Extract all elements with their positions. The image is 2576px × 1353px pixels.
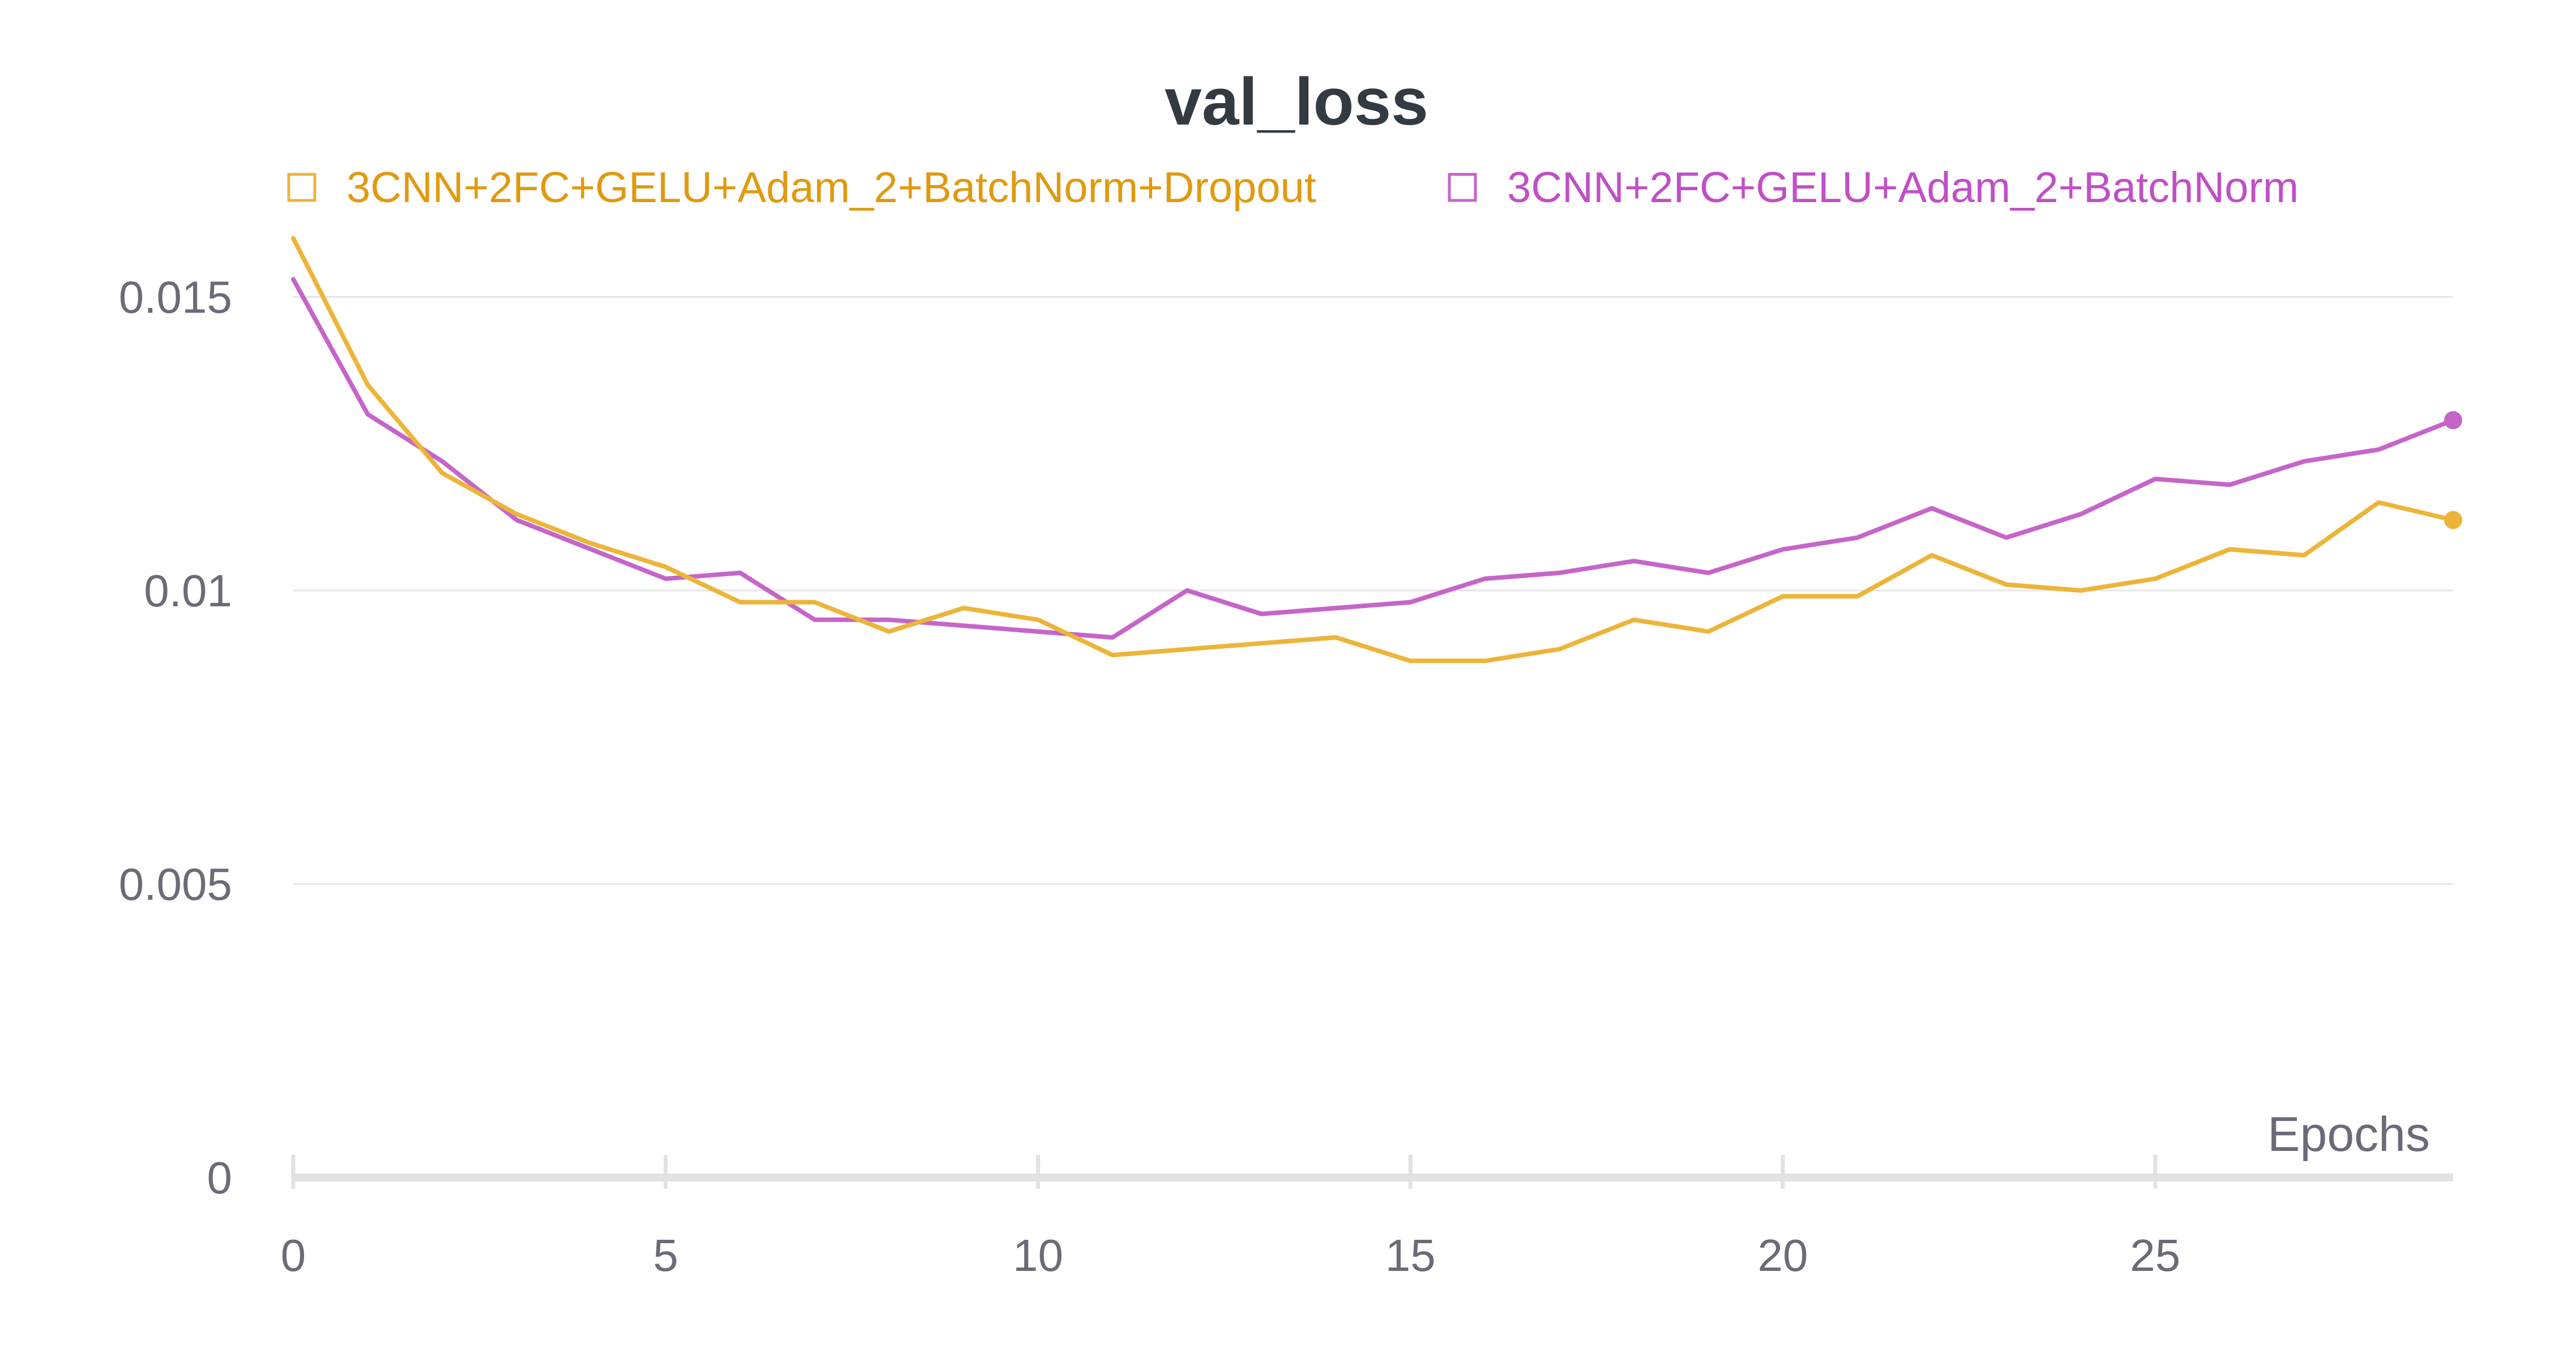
x-axis-tick-labels: 0 5 10 15 20 25	[281, 1230, 2181, 1281]
series-end-point-1[interactable]	[2444, 411, 2462, 430]
legend-label-dropout: 3CNN+2FC+GELU+Adam_2+BatchNorm+Dropout	[346, 164, 1316, 212]
x-axis-label: Epochs	[2267, 1107, 2430, 1162]
x-tick-label: 20	[1758, 1230, 1808, 1281]
legend: 3CNN+2FC+GELU+Adam_2+BatchNorm+Dropout 3…	[287, 164, 2299, 212]
x-tick-label: 10	[1013, 1230, 1063, 1281]
grid-lines	[293, 296, 2453, 885]
legend-swatch-square-icon	[287, 173, 316, 202]
y-tick-label: 0	[207, 1153, 233, 1203]
series-end-point-0[interactable]	[2444, 511, 2462, 529]
y-tick-label: 0.01	[144, 566, 232, 616]
y-axis-tick-labels: 0 0.005 0.01 0.015	[119, 272, 232, 1204]
legend-item-dropout[interactable]: 3CNN+2FC+GELU+Adam_2+BatchNorm+Dropout	[287, 164, 1316, 212]
x-tick-label: 5	[653, 1230, 679, 1281]
y-tick-label: 0.015	[119, 272, 232, 323]
series-line-0	[291, 236, 2455, 663]
y-tick-label: 0.005	[119, 859, 232, 910]
legend-item-batchnorm[interactable]: 3CNN+2FC+GELU+Adam_2+BatchNorm	[1448, 164, 2299, 212]
series-line-1	[291, 277, 2455, 640]
x-axis	[291, 1155, 2453, 1189]
x-tick-label: 0	[281, 1230, 306, 1281]
x-tick-label: 25	[2130, 1230, 2180, 1281]
x-tick-label: 15	[1385, 1230, 1436, 1281]
chart-title: val_loss	[1165, 65, 1428, 139]
series-layer	[291, 236, 2462, 663]
legend-swatch-square-icon	[1448, 173, 1477, 202]
legend-label-batchnorm: 3CNN+2FC+GELU+Adam_2+BatchNorm	[1507, 164, 2299, 212]
